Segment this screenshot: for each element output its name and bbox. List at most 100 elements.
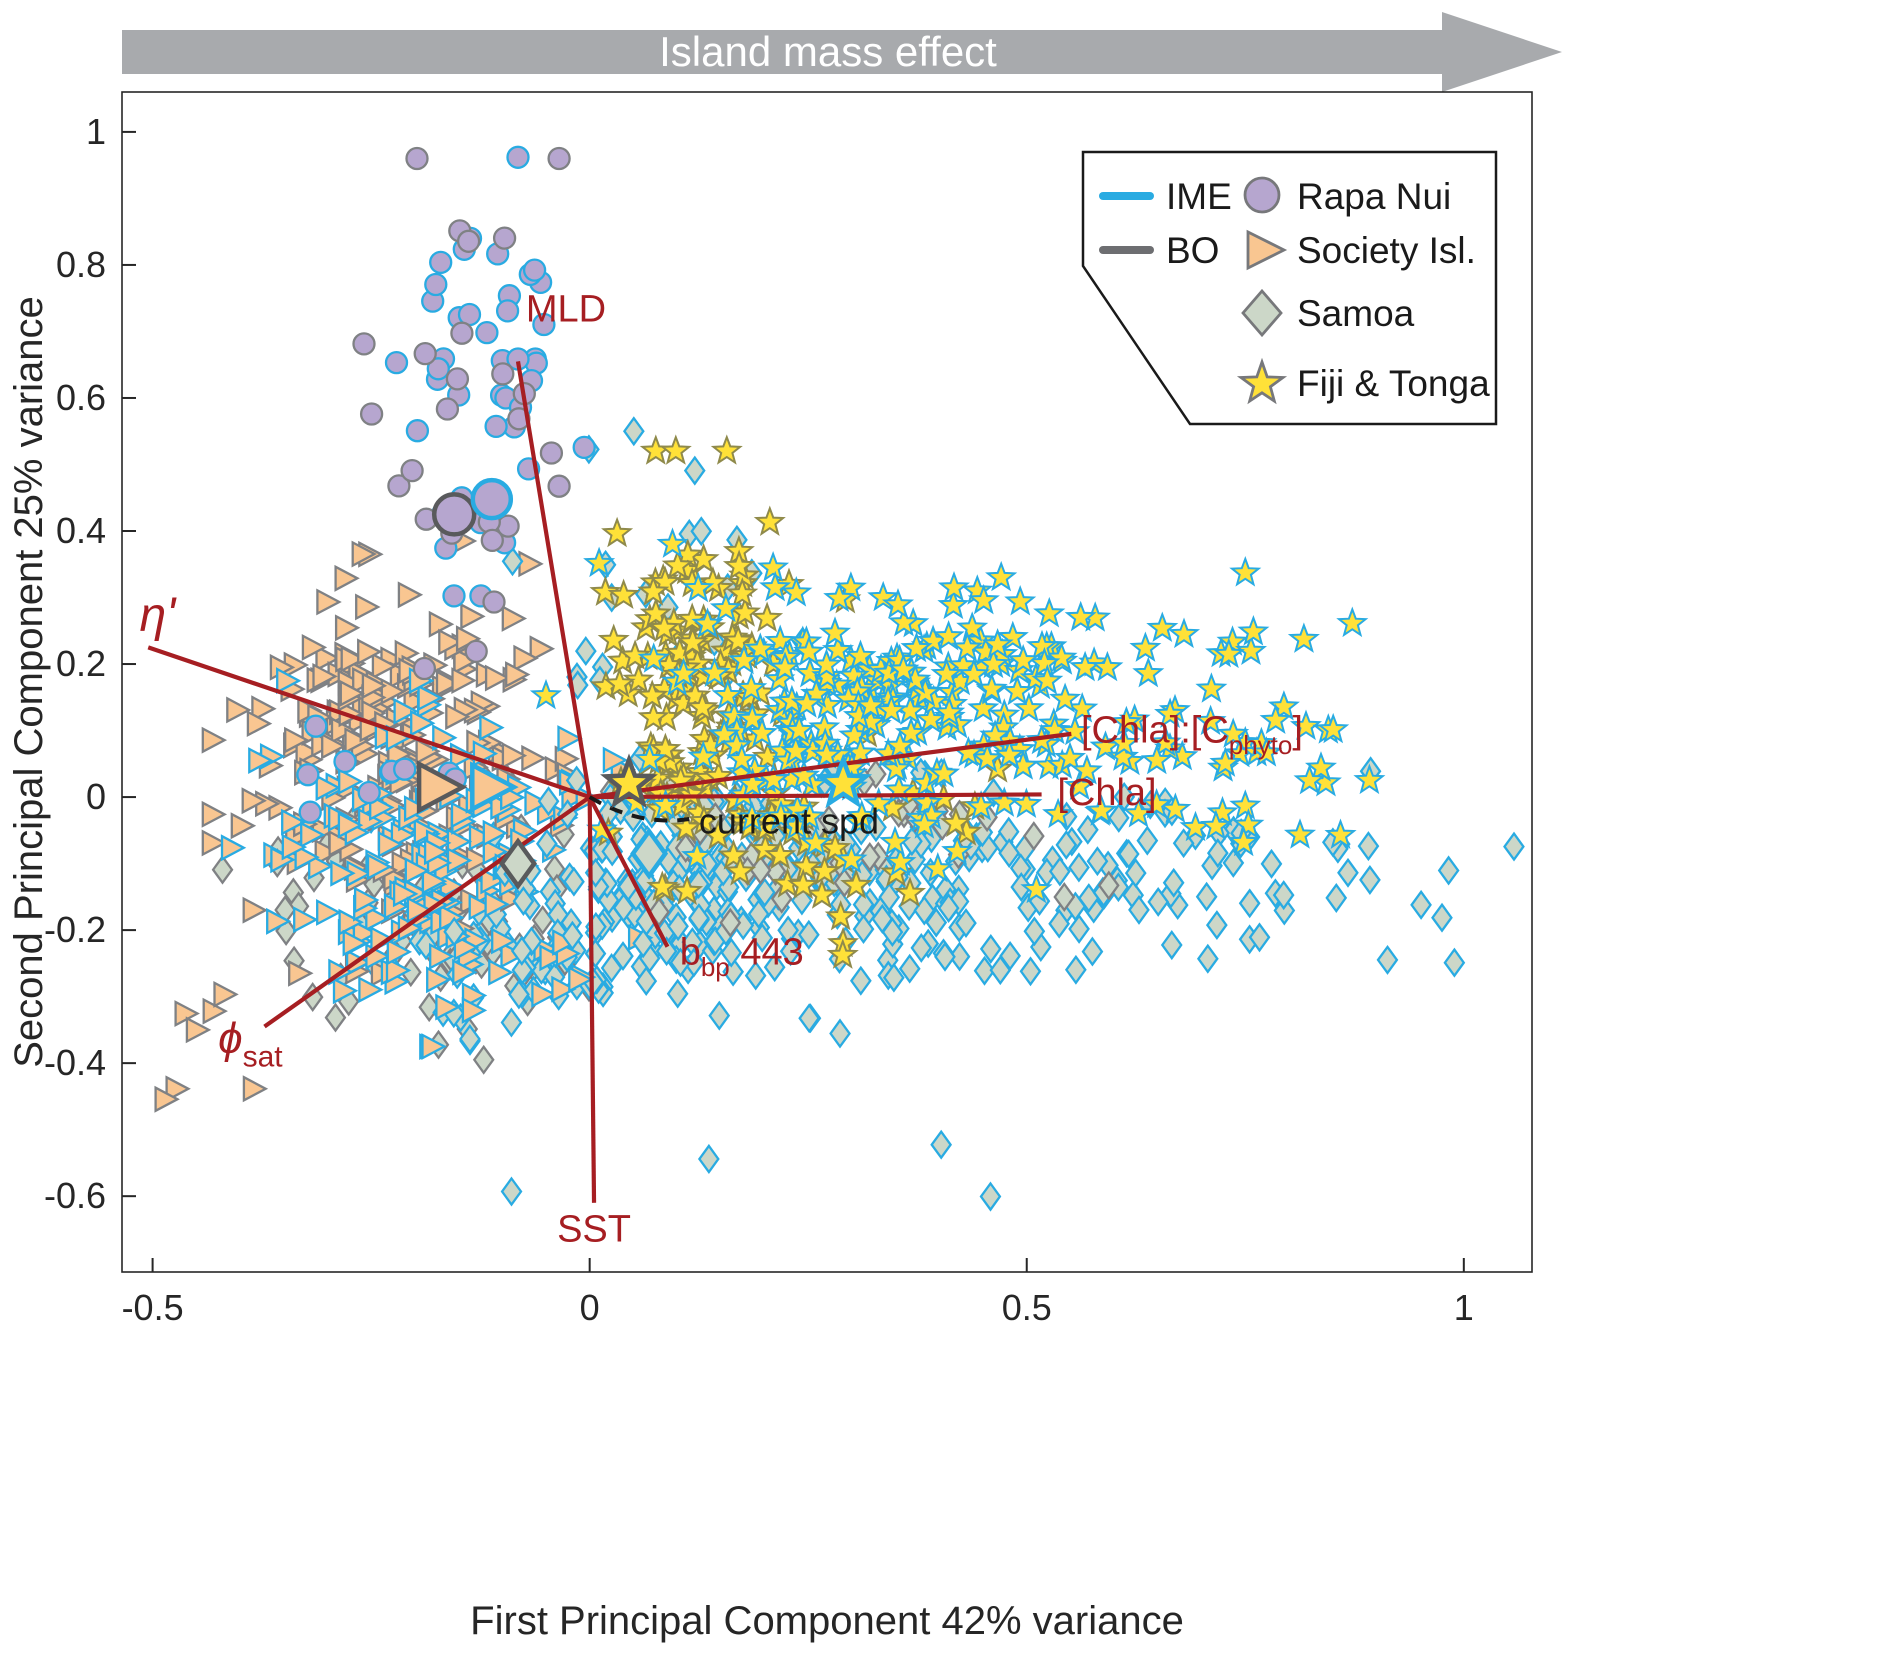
data-point-rapa-bo xyxy=(539,441,564,465)
data-point-fiji-ime xyxy=(656,527,689,558)
data-point-rapa-low xyxy=(333,749,357,774)
data-point-society-ime xyxy=(393,697,419,725)
data-point-society-bo xyxy=(529,635,556,663)
data-point-society-ime xyxy=(266,907,292,935)
data-point-fiji-ime-right xyxy=(1324,818,1357,850)
data-point-samoa-far-right xyxy=(1272,880,1295,911)
data-point-samoa-ime-right xyxy=(1147,886,1170,917)
data-point-rapa-bo xyxy=(445,367,470,391)
data-point-fiji-ime-right xyxy=(1122,797,1155,828)
data-point-fiji-ime xyxy=(1091,650,1124,682)
data-point-fiji-ime xyxy=(887,605,921,637)
data-point-fiji-bo-band xyxy=(751,601,784,632)
data-point-samoa-ime-mid xyxy=(797,919,820,950)
centroid-fiji-bo xyxy=(600,753,658,809)
data-point-fiji-ime-right xyxy=(1194,704,1227,736)
data-point-society-bo xyxy=(501,742,528,770)
data-point-samoa-bo-left xyxy=(211,854,234,885)
data-point-samoa-ime-left xyxy=(666,978,689,1009)
data-point-samoa-ime-right xyxy=(1081,936,1104,967)
data-point-fiji-ime xyxy=(720,729,753,760)
data-point-society-bo xyxy=(295,738,321,766)
data-point-society-bo xyxy=(334,564,360,592)
data-point-society-ime xyxy=(432,724,458,752)
data-point-fiji-ime xyxy=(780,576,813,607)
y-tick-label: -0.6 xyxy=(44,1175,106,1216)
data-point-samoa-ime-mid xyxy=(612,941,634,972)
data-point-fiji-ime-right xyxy=(1110,705,1143,737)
data-point-society-bo xyxy=(438,628,464,656)
data-point-samoa-ime-mid xyxy=(722,956,745,987)
data-point-society-bo xyxy=(201,800,228,828)
data-point-fiji-ime-right xyxy=(1209,746,1242,777)
data-point-samoa-ime-mid xyxy=(612,892,635,923)
data-point-fiji-ime xyxy=(745,716,779,748)
y-tick-label: -0.4 xyxy=(44,1042,106,1083)
data-point-samoa-ime-right xyxy=(1359,864,1381,895)
data-point-fiji-bo-band xyxy=(687,804,721,836)
data-point-fiji-bo-low xyxy=(764,838,797,870)
data-point-fiji-ime xyxy=(1229,789,1262,820)
data-point-fiji-bo-band xyxy=(753,505,786,537)
data-point-fiji-ime xyxy=(633,742,666,774)
data-point-fiji-ime xyxy=(783,713,816,745)
data-point-fiji-ime xyxy=(957,657,990,689)
vector-label-chla: [Chla] xyxy=(1057,772,1156,814)
y-tick-label: 0.6 xyxy=(56,377,106,418)
data-point-samoa-ime-right xyxy=(1222,847,1245,878)
data-point-samoa-ime-right xyxy=(1136,825,1159,856)
data-point-rapa-ime xyxy=(572,435,596,460)
legend-rapa-nui-label: Rapa Nui xyxy=(1297,176,1451,217)
data-point-fiji-ime xyxy=(900,631,933,663)
y-tick-label: 0.8 xyxy=(56,244,106,285)
data-point-fiji-ime xyxy=(844,736,877,767)
data-point-society-bo xyxy=(334,614,361,642)
data-point-fiji-ime xyxy=(878,825,912,857)
data-point-rapa-bo xyxy=(547,474,571,498)
data-point-fiji-ime-right xyxy=(1206,795,1239,827)
data-point-fiji-ime-right xyxy=(1140,787,1173,819)
legend-fiji-tonga-marker-icon xyxy=(1236,357,1288,405)
data-point-samoa-ime-right xyxy=(1162,867,1185,898)
data-point-society-bo xyxy=(505,661,531,689)
vector-label-bbp-443: bbp 443 xyxy=(680,932,804,982)
data-point-rapa-low xyxy=(357,780,381,805)
data-point-fiji-ime xyxy=(894,716,928,748)
data-point-samoa-ime-mid xyxy=(537,786,560,817)
data-point-society-ime xyxy=(338,767,364,795)
vector-SST xyxy=(587,797,597,1203)
data-point-society-ime xyxy=(435,993,461,1021)
data-point-society-ime xyxy=(426,966,452,994)
data-point-fiji-ime xyxy=(711,678,744,710)
data-point-samoa-ime-mid xyxy=(763,952,786,983)
data-point-samoa-ime-mid xyxy=(744,960,767,991)
data-point-samoa-ime-right xyxy=(934,941,956,972)
data-point-society-ime xyxy=(482,819,509,847)
data-point-samoa-bo-mid xyxy=(858,842,881,872)
data-point-samoa-ime-mid xyxy=(913,895,936,926)
data-point-samoa-ime-right xyxy=(1068,913,1090,944)
data-point-fiji-bo-band xyxy=(659,434,692,465)
data-point-fiji-ime xyxy=(956,611,989,642)
data-point-society-bo xyxy=(355,593,381,621)
data-point-fiji-bo-band xyxy=(722,624,755,655)
data-point-samoa-low-outliers xyxy=(697,1143,720,1174)
data-point-samoa-ime-right xyxy=(1048,856,1071,887)
data-point-society-bo xyxy=(380,677,407,705)
data-point-samoa-bo-mid xyxy=(817,804,840,835)
data-point-society-bo xyxy=(314,838,340,866)
data-point-samoa-ime-right xyxy=(1205,910,1228,941)
data-point-society-ime xyxy=(358,976,384,1004)
data-point-fiji-bo-band xyxy=(676,626,709,657)
data-point-fiji-bo-low xyxy=(819,831,852,863)
data-point-society-ime xyxy=(404,857,431,885)
data-point-samoa-ime-mid xyxy=(655,936,678,967)
data-point-fiji-bo-band xyxy=(710,434,743,465)
data-point-rapa-ime xyxy=(405,419,430,443)
data-point-society-ime xyxy=(385,956,412,984)
data-point-fiji-bo-low xyxy=(749,832,782,864)
data-point-fiji-ime-right xyxy=(933,696,966,727)
plot-box xyxy=(121,91,1533,1273)
data-point-samoa-bo-mid xyxy=(770,883,793,914)
data-point-samoa-ime-right xyxy=(1357,831,1380,862)
